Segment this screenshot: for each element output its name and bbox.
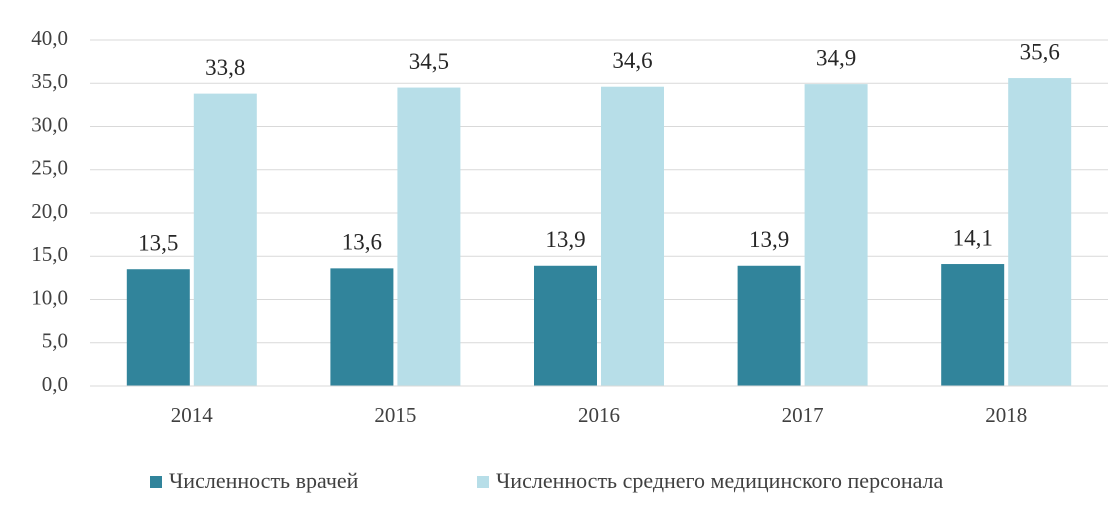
value-label: 33,8 <box>205 55 245 80</box>
value-label: 13,9 <box>545 227 585 252</box>
value-label: 34,5 <box>409 49 449 74</box>
legend-label: Численность врачей <box>169 468 359 493</box>
value-label: 13,9 <box>749 227 789 252</box>
bar <box>804 84 868 387</box>
value-label: 13,5 <box>138 231 178 256</box>
value-label: 13,6 <box>342 230 382 255</box>
bar <box>941 264 1005 386</box>
bar <box>737 265 801 386</box>
y-tick-label: 35,0 <box>31 69 68 93</box>
bar <box>1008 78 1072 386</box>
bar <box>330 268 394 386</box>
y-tick-label: 30,0 <box>31 112 68 136</box>
value-label: 34,6 <box>612 48 652 73</box>
y-tick-label: 25,0 <box>31 156 68 180</box>
x-tick-label: 2017 <box>782 403 824 427</box>
x-tick-label: 2016 <box>578 403 620 427</box>
y-tick-label: 10,0 <box>31 285 68 309</box>
value-label: 35,6 <box>1020 39 1060 64</box>
value-label: 14,1 <box>953 225 993 250</box>
x-tick-label: 2018 <box>985 403 1027 427</box>
y-tick-label: 40,0 <box>31 26 68 50</box>
x-tick-label: 2014 <box>171 403 214 427</box>
value-label: 34,9 <box>816 45 856 70</box>
y-tick-label: 15,0 <box>31 242 68 266</box>
x-tick-label: 2015 <box>374 403 416 427</box>
bar <box>126 269 190 386</box>
y-tick-label: 0,0 <box>42 372 68 396</box>
legend-swatch <box>150 476 162 488</box>
y-tick-label: 20,0 <box>31 199 68 223</box>
bar <box>193 93 257 386</box>
bar <box>534 265 597 386</box>
legend-label: Численность среднего медицинского персон… <box>496 468 944 493</box>
bar <box>601 86 664 387</box>
bar <box>397 87 461 386</box>
legend-swatch <box>477 476 489 488</box>
y-tick-label: 5,0 <box>42 329 68 353</box>
